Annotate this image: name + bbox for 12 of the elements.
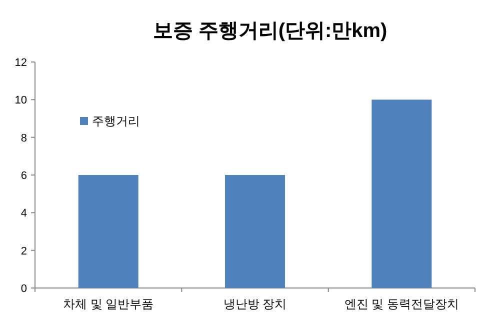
- y-tick-label: 0: [20, 283, 27, 295]
- x-tick-label: 차체 및 일반부품: [62, 297, 154, 311]
- y-tick-label: 2: [20, 245, 27, 258]
- x-tick-label: 엔진 및 동력전달장치: [344, 297, 460, 311]
- y-tick-label: 4: [20, 208, 27, 220]
- y-tick-label: 6: [20, 170, 27, 182]
- x-tick-label: 냉난방 장치: [223, 297, 287, 311]
- y-tick-label: 10: [14, 94, 27, 107]
- y-tick-label: 12: [14, 57, 27, 69]
- chart-title: 보증 주행거리(단위:만km): [152, 20, 388, 42]
- y-tick-label: 8: [20, 132, 27, 144]
- legend-label: 주행거리: [92, 114, 140, 128]
